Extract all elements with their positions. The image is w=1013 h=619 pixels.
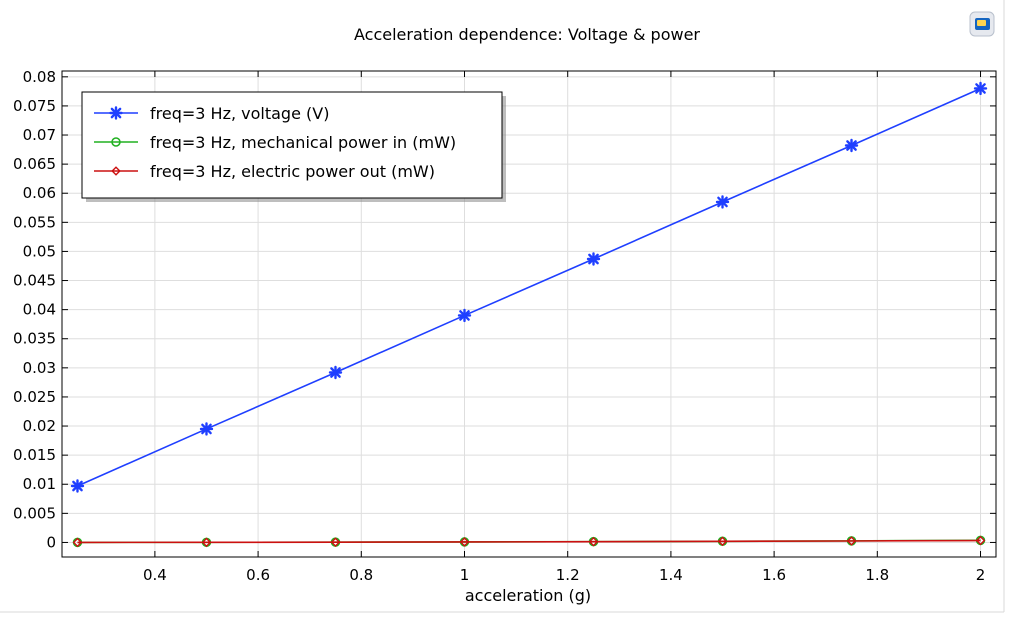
diamond-marker: [459, 537, 470, 547]
asterisk-marker: [586, 252, 601, 266]
y-tick-label: 0.05: [23, 242, 56, 260]
x-tick-label: 2: [976, 566, 986, 584]
x-axis: 0.4 0.6 0.8 1 1.2 1.4 1.6 1.8 2: [143, 71, 985, 584]
plot-area: [61, 70, 997, 558]
diamond-marker: [717, 536, 728, 547]
y-tick-label: 0.005: [13, 504, 56, 522]
legend-label: freq=3 Hz, electric power out (mW): [150, 162, 435, 181]
series-1: [70, 81, 988, 493]
legend-entry: freq=3 Hz, voltage (V): [94, 104, 329, 123]
y-tick-label: 0.025: [13, 388, 56, 406]
chart-title: Acceleration dependence: Voltage & power: [354, 25, 700, 44]
asterisk-marker: [109, 106, 123, 120]
y-tick-label: 0.04: [23, 301, 56, 319]
asterisk-marker: [199, 422, 214, 436]
y-tick-label: 0.015: [13, 446, 56, 464]
asterisk-marker: [457, 308, 472, 323]
y-tick-label: 0.055: [13, 213, 56, 231]
legend-box: [81, 91, 503, 199]
series-line: [77, 539, 981, 544]
diamond-marker: [201, 537, 212, 548]
y-axis: 0 0.005 0.01 0.015 0.02 0.025 0.03 0.035 0.04 0.0…: [13, 68, 996, 551]
x-tick-label: 1.6: [762, 566, 786, 584]
asterisk-marker: [844, 138, 859, 153]
x-axis-label: acceleration (g): [465, 586, 591, 605]
x-tick-label: 0.4: [143, 566, 167, 584]
y-tick-label: 0.035: [13, 330, 56, 348]
x-tick-label: 0.6: [246, 566, 270, 584]
grid-lines: [62, 71, 996, 557]
y-tick-label: 0.07: [23, 126, 56, 144]
series-3: [72, 535, 986, 548]
y-tick-label: 0.045: [13, 272, 56, 290]
asterisk-marker: [715, 195, 730, 209]
x-tick-label: 1.4: [659, 566, 683, 584]
legend-label: freq=3 Hz, mechanical power in (mW): [150, 133, 456, 152]
diamond-marker: [330, 537, 341, 547]
legend-label: freq=3 Hz, voltage (V): [150, 104, 329, 123]
diamond-marker: [846, 536, 857, 546]
y-tick-label: 0.02: [23, 417, 56, 435]
y-tick-label: 0: [46, 533, 56, 551]
comsol-logo-icon[interactable]: [969, 11, 995, 37]
y-tick-label: 0.075: [13, 97, 56, 115]
x-tick-label: 1.8: [865, 566, 889, 584]
asterisk-marker: [328, 365, 343, 380]
legend-entry: freq=3 Hz, electric power out (mW): [94, 162, 435, 181]
y-tick-label: 0.03: [23, 359, 56, 377]
y-tick-label: 0.065: [13, 155, 56, 173]
x-tick-label: 1.2: [556, 566, 580, 584]
y-tick-label: 0.08: [23, 68, 56, 86]
x-tick-label: 0.8: [349, 566, 373, 584]
data-series: [70, 81, 988, 548]
legend-entry: freq=3 Hz, mechanical power in (mW): [94, 133, 456, 152]
circle-marker: [111, 137, 121, 147]
y-tick-label: 0.01: [23, 475, 56, 493]
series-line: [77, 87, 981, 487]
y-tick-label: 0.06: [23, 184, 56, 202]
diamond-marker: [975, 535, 986, 546]
diamond-marker: [588, 536, 599, 547]
asterisk-marker: [70, 479, 85, 493]
diamond-marker: [111, 166, 121, 176]
asterisk-marker: [973, 81, 988, 96]
diamond-marker: [72, 537, 83, 548]
x-tick-label: 1: [460, 566, 470, 584]
legend: freq=3 Hz, voltage (V) freq=3 Hz, mechani…: [81, 91, 506, 202]
